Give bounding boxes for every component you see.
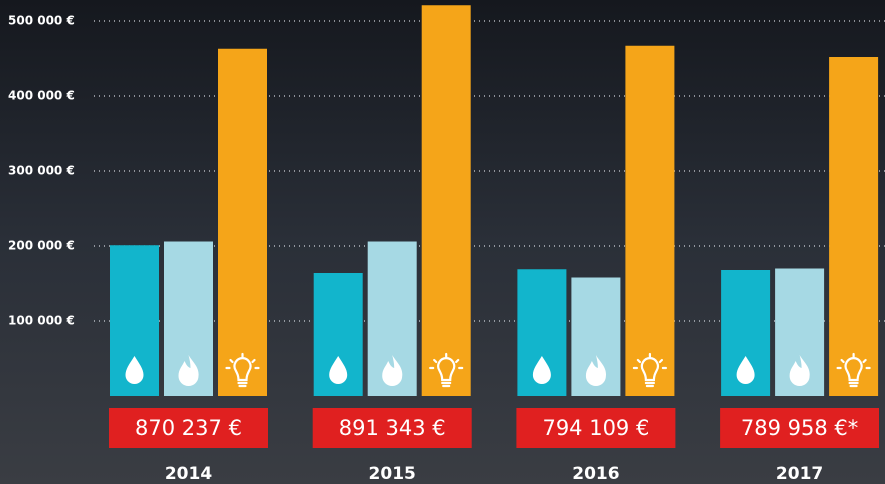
x-tick-label: 2016	[572, 464, 619, 484]
y-tick-label: 300 000 €	[8, 164, 75, 178]
bar	[422, 5, 471, 396]
total-label: 794 109 €	[542, 416, 649, 440]
x-tick-label: 2017	[776, 464, 823, 484]
y-tick-label: 200 000 €	[8, 239, 75, 253]
x-tick-label: 2015	[369, 464, 416, 484]
bar	[829, 57, 878, 396]
total-label: 891 343 €	[339, 416, 446, 440]
y-tick-label: 500 000 €	[8, 14, 75, 28]
total-label: 870 237 €	[135, 416, 242, 440]
y-tick-label: 100 000 €	[8, 314, 75, 328]
bar	[625, 46, 674, 396]
chart: 100 000 € 200 000 € 300 000 € 400 000 € 500 …	[0, 0, 885, 484]
page: 100 000 € 200 000 € 300 000 € 400 000 € 500 …	[0, 0, 885, 484]
y-tick-label: 400 000 €	[8, 89, 75, 103]
x-tick-label: 2014	[165, 464, 212, 484]
bar	[218, 49, 267, 396]
total-label: 789 958 €*	[741, 416, 858, 440]
